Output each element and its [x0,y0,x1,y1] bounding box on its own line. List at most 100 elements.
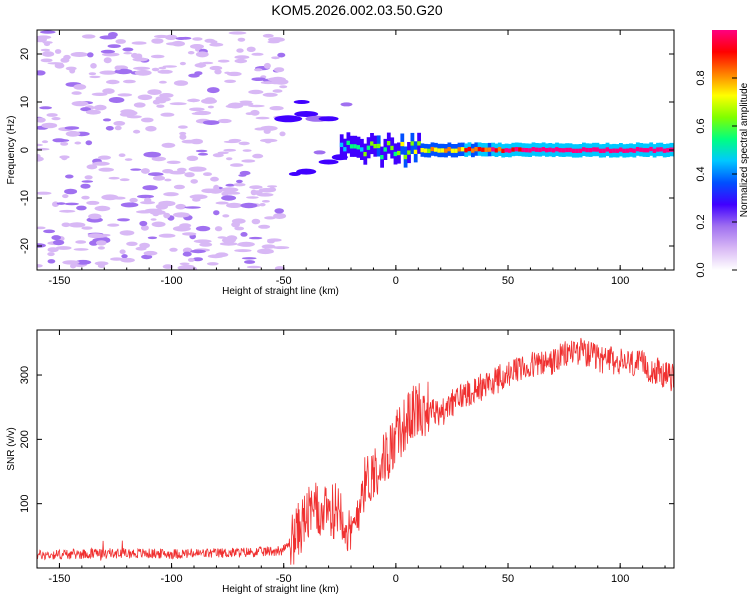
spectrogram-noise-blob [217,59,230,63]
spectrogram-band-core [605,147,610,152]
spectrogram-noise-blob [258,224,271,229]
spectrogram-noise-blob [226,202,243,208]
spectrogram-band-core [407,150,411,155]
spectrogram-noise-blob [192,257,203,262]
spectrogram-noise-blob [80,107,91,112]
spectrogram-noise-blob [81,226,93,230]
spectrogram-noise-blob [42,41,53,44]
spectrogram-noise-blob [47,259,56,264]
snr-y-ticks: 100 200 300 [19,366,674,513]
spectrogram-band-core [346,140,351,145]
spectrogram-noise-blob [47,252,55,257]
spectrogram-transition-blob [340,102,353,107]
colorbar-label: Normalized spectral amplitude [739,82,750,217]
spectrogram-noise-blob [214,69,222,75]
spectrogram-noise-blob [250,189,257,196]
spectrogram-band-core [467,146,472,152]
spectrogram-noise-blob [201,188,217,194]
spectrogram-band-core [481,147,485,152]
spectrogram-noise-blob [115,39,126,44]
spectrogram-band-core [474,147,479,152]
spectrogram-noise-blob [126,241,138,246]
spectrogram-noise-blob [195,149,208,153]
spectrogram-noise-blob [188,73,200,78]
spectrogram-noise-blob [52,239,65,246]
spectrogram-noise-blob [88,72,97,76]
spectrogram-band-core [501,148,506,153]
spectrogram-noise-blob [131,52,139,59]
colorbar-tick-label: 0.8 [695,70,707,85]
spectrogram-noise-blob [252,153,264,159]
spectrogram-noise-blob [179,134,187,140]
spectrogram-noise-blob [152,99,161,105]
spectrogram-noise-blob [71,101,89,107]
spectrogram-band-core [353,144,358,149]
spectrogram-noise-blob [94,261,109,266]
spectrogram-noise-blob [85,109,101,115]
spectrogram-noise-blob [179,61,186,66]
spectrogram-band-core [619,147,623,152]
spectrogram-noise-blob [179,36,192,40]
spectrogram-noise-blob [121,254,128,259]
spectrogram-noise-blob [190,44,204,49]
spectrogram-band-core [646,148,650,153]
spectrogram-noise-blob [118,153,126,157]
spectrogram-noise-blob [75,240,87,244]
spectrogram-noise-blob [192,197,201,202]
spectrogram-noise-blob [215,252,229,257]
spectrogram-noise-blob [37,117,46,123]
spectrogram-band-core [649,146,654,152]
spectrogram-band-core [561,148,566,153]
spectrogram-noise-blob [40,48,51,52]
x-tick-label: -100 [161,275,183,287]
spectrogram-noise-blob [190,249,206,254]
spectrogram-band-core [629,147,633,153]
spectrogram-noise-blob [182,232,197,236]
spectrogram-noise-blob [213,184,220,191]
spectrogram-band-core [538,147,543,153]
spectrogram-noise-blob [147,236,158,240]
spectrogram-noise-blob [236,179,243,184]
spectrogram-noise-blob [88,213,102,220]
spectrogram-noise-blob [90,63,97,69]
spectrogram-noise-blob [206,262,219,266]
y-tick-label: 10 [19,96,31,108]
spectrogram-noise-blob [203,172,212,177]
x-tick-label: 100 [611,275,629,287]
spectrogram-noise-blob [237,37,246,42]
spectrogram-band-core [602,148,606,153]
spectrogram-band-core [592,147,596,152]
spectrogram-band-core [656,147,660,152]
spectrogram-noise-blob [140,225,149,231]
spectrogram-noise-blob [117,218,130,222]
spectrogram-noise-blob [169,102,187,106]
spectrogram-noise-blob [64,202,79,206]
spectrogram-noise-blob [234,58,248,64]
spectrogram-noise-blob [244,260,256,264]
spectrogram-noise-blob [64,126,80,130]
spectrogram-band-core [632,148,637,153]
spectrogram-band-core [471,148,475,153]
spectrogram-noise-blob [155,203,168,210]
colorbar-tick-label: 0.6 [695,118,707,133]
colorbar-ticks: 0.0 0.2 0.4 0.6 0.8 [695,70,737,278]
spectrogram-noise-blob [164,34,178,40]
spectrogram-noise-blob [191,112,206,115]
spectrogram-noise-blob [156,104,165,108]
spectrogram-noise-blob [173,184,185,190]
spectrogram-band-core [363,152,368,157]
spectrogram-band-core [390,145,395,151]
spectrogram-noise-blob [240,202,258,209]
snr-panel: -150 -100 -50 0 50 100 100 200 300 Height of st… [6,329,675,595]
spectrogram-noise-blob [189,194,208,200]
spectrogram-noise-blob [108,97,125,103]
colorbar: 0.0 0.2 0.4 0.6 0.8 Normalized spectral ampl… [695,30,750,278]
spectrogram-noise-blob [151,67,160,72]
spectrogram-band-core [434,147,438,152]
spectrogram-noise-blob [47,62,63,65]
snr-frame [36,329,675,569]
spectrogram-noise-blob [64,188,78,195]
spectrogram-noise-blob [150,218,157,221]
